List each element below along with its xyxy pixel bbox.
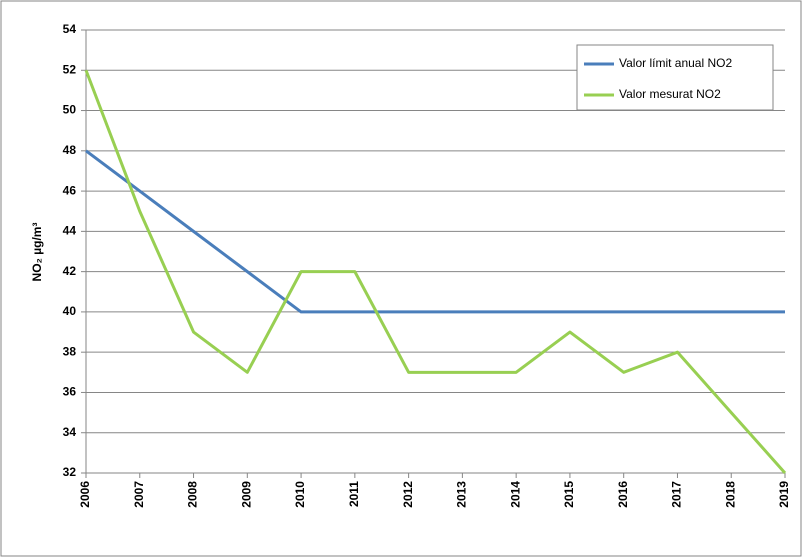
y-tick-label: 34 bbox=[63, 425, 77, 439]
y-tick-label: 32 bbox=[63, 465, 77, 479]
x-tick-label: 2007 bbox=[132, 481, 146, 508]
x-tick-label: 2010 bbox=[293, 481, 307, 508]
x-tick-label: 2019 bbox=[777, 481, 791, 508]
series-line bbox=[84, 69, 787, 474]
x-tick-label: 2006 bbox=[78, 481, 92, 508]
y-tick-label: 40 bbox=[63, 304, 77, 318]
series-line bbox=[85, 149, 785, 314]
y-tick-label: 36 bbox=[63, 385, 77, 399]
x-tick-label: 2011 bbox=[347, 481, 361, 507]
y-tick-label: 42 bbox=[63, 264, 77, 278]
x-tick-label: 2014 bbox=[508, 481, 522, 508]
y-tick-label: 44 bbox=[63, 224, 77, 238]
x-tick-label: 2016 bbox=[616, 481, 630, 508]
y-tick-label: 52 bbox=[63, 62, 77, 76]
x-tick-label: 2017 bbox=[670, 481, 684, 508]
x-tick-label: 2008 bbox=[186, 481, 200, 508]
x-tick-label: 2015 bbox=[562, 481, 576, 508]
legend-box bbox=[576, 44, 774, 111]
y-axis-label: NO₂ µg/m³ bbox=[30, 223, 44, 282]
y-tick-label: 46 bbox=[63, 183, 77, 197]
y-tick-label: 54 bbox=[63, 22, 77, 36]
y-tick-label: 48 bbox=[63, 143, 77, 157]
x-tick-label: 2018 bbox=[723, 481, 737, 508]
legend-label: Valor límit anual NO2 bbox=[619, 56, 732, 70]
legend-label: Valor mesurat NO2 bbox=[619, 87, 721, 101]
y-tick-label: 50 bbox=[63, 103, 77, 117]
x-tick-label: 2012 bbox=[401, 481, 415, 508]
y-tick-label: 38 bbox=[63, 344, 77, 358]
x-tick-label: 2013 bbox=[455, 481, 469, 508]
x-tick-label: 2009 bbox=[239, 481, 253, 508]
